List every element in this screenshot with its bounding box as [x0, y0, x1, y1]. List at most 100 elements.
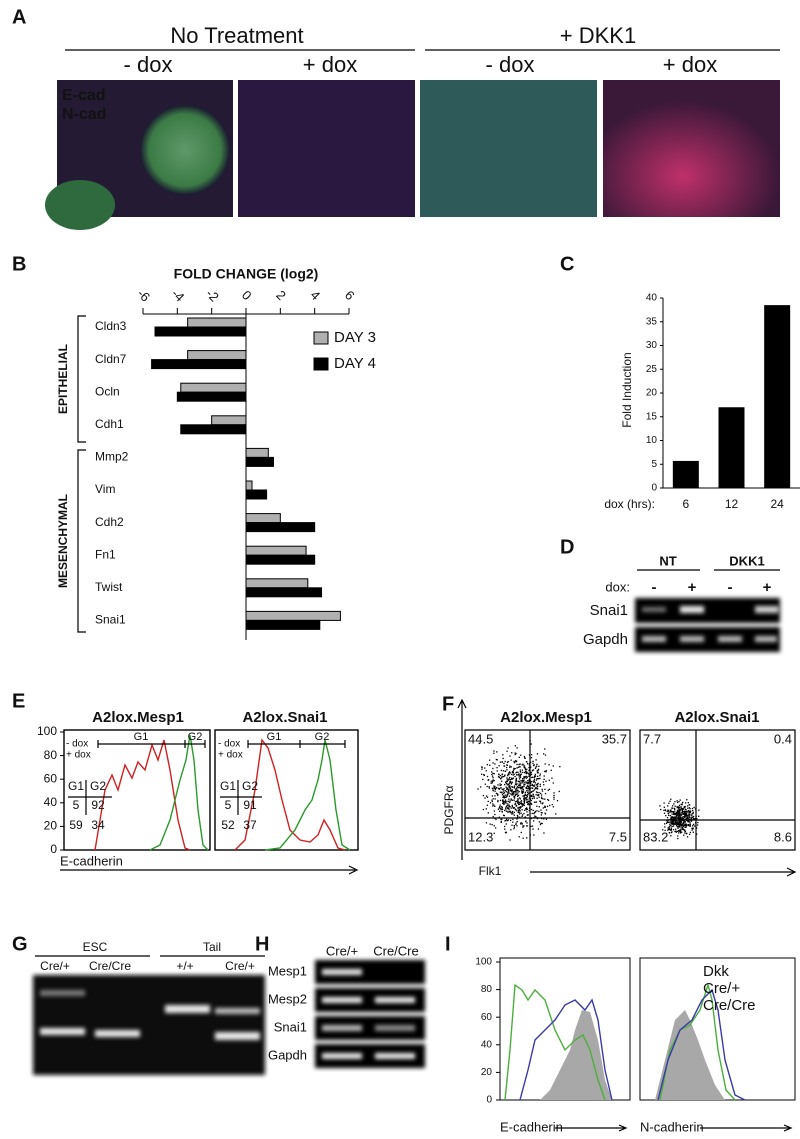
dot: [526, 796, 528, 799]
group-label: MESENCHYMAL: [56, 494, 70, 588]
dot: [511, 824, 513, 826]
dot: [668, 828, 670, 831]
dot: [673, 823, 676, 825]
stain-label: N-cad: [62, 106, 106, 123]
dot: [530, 781, 532, 783]
dot: [514, 767, 516, 770]
dot: [529, 834, 531, 836]
dot: [529, 795, 532, 797]
dot: [511, 771, 514, 773]
dot: [665, 822, 668, 825]
dot: [681, 808, 684, 810]
dot: [486, 796, 489, 798]
dot: [679, 814, 681, 817]
panel-letter: E: [12, 690, 25, 712]
dot: [689, 825, 691, 827]
dot: [507, 773, 509, 776]
dot: [498, 810, 501, 812]
legend-swatch: [313, 331, 329, 345]
dot: [522, 803, 525, 805]
dot: [526, 801, 529, 803]
dot: [509, 788, 512, 790]
dot: [484, 783, 486, 785]
dot: [485, 770, 487, 772]
dot: [682, 813, 685, 815]
dot: [530, 825, 532, 827]
dot: [520, 754, 522, 756]
dot: [500, 820, 502, 823]
dot: [692, 812, 694, 815]
quadrant-percent: 83.2: [643, 829, 668, 844]
dot: [524, 781, 526, 783]
dot: [553, 792, 555, 794]
dot: [672, 825, 675, 827]
quadrant-percent: 7.7: [643, 731, 661, 746]
dot: [529, 761, 532, 764]
micrograph: [603, 80, 780, 217]
dot: [549, 804, 551, 807]
dot: [504, 808, 507, 810]
dot: [676, 830, 678, 833]
dot: [515, 782, 517, 784]
dot: [531, 776, 533, 779]
dot: [535, 791, 538, 793]
dot: [535, 786, 537, 789]
dot: [493, 832, 495, 835]
category-label: Cldn3: [95, 319, 127, 333]
dot: [506, 804, 508, 807]
dot: [518, 790, 520, 793]
dot: [514, 783, 517, 785]
chart-title: FOLD CHANGE (log2): [174, 266, 319, 282]
dot: [671, 823, 673, 825]
micrograph-colony: [140, 105, 230, 195]
dot: [683, 824, 685, 826]
dot: [493, 750, 495, 752]
dot: [691, 809, 694, 812]
dot: [517, 794, 520, 797]
dot: [670, 798, 672, 800]
dot: [684, 816, 686, 818]
dot: [511, 811, 513, 813]
dot: [498, 776, 501, 779]
dot: [664, 826, 666, 828]
dot: [520, 771, 522, 773]
dot: [524, 797, 527, 799]
bar: [245, 578, 309, 589]
stain-label: E-cad: [62, 87, 106, 104]
dot: [493, 779, 495, 782]
dot: [535, 794, 537, 796]
dot: [675, 815, 677, 817]
dot: [506, 794, 508, 796]
dot: [508, 782, 511, 784]
dot: [505, 782, 507, 784]
dot: [553, 796, 555, 799]
dot: [664, 829, 666, 832]
bar: [245, 489, 268, 500]
lane-label: Cre/+: [326, 943, 358, 958]
dot: [523, 812, 525, 815]
dot: [517, 801, 519, 803]
dot: [504, 783, 506, 786]
dot: [543, 778, 545, 781]
dot: [538, 791, 540, 794]
dot: [528, 778, 530, 781]
dot: [529, 782, 531, 784]
dox-sign: +: [763, 579, 772, 596]
dot: [674, 808, 676, 810]
dot: [492, 767, 494, 770]
dot: [504, 831, 507, 834]
dot: [517, 807, 519, 810]
dot: [494, 827, 497, 829]
x-tick-label: 2: [273, 287, 289, 303]
dot: [521, 803, 523, 805]
dot: [519, 784, 522, 786]
category-label: Cdh1: [95, 417, 124, 431]
dot: [533, 834, 535, 836]
dot: [491, 781, 494, 783]
dot: [506, 807, 509, 809]
dot: [519, 816, 521, 818]
dot: [515, 809, 517, 811]
dot: [534, 773, 536, 776]
dot: [534, 810, 537, 813]
dot: [663, 802, 665, 804]
